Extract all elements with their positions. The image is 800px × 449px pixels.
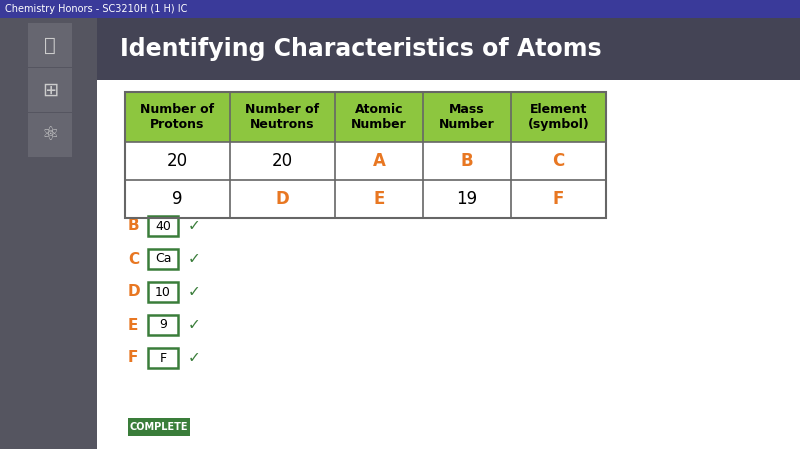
- Text: 20: 20: [167, 152, 188, 170]
- FancyBboxPatch shape: [125, 92, 606, 142]
- Text: Ca: Ca: [154, 252, 171, 265]
- Text: 9: 9: [172, 190, 182, 208]
- FancyBboxPatch shape: [97, 80, 800, 449]
- FancyBboxPatch shape: [148, 315, 178, 335]
- FancyBboxPatch shape: [125, 142, 606, 218]
- FancyBboxPatch shape: [28, 113, 72, 157]
- Text: F: F: [159, 352, 166, 365]
- Text: Chemistry Honors - SC3210H (1 H) IC: Chemistry Honors - SC3210H (1 H) IC: [5, 4, 187, 14]
- FancyBboxPatch shape: [0, 0, 97, 449]
- Text: B: B: [128, 219, 140, 233]
- Text: F: F: [553, 190, 564, 208]
- Text: Mass
Number: Mass Number: [439, 103, 495, 131]
- Text: ✓: ✓: [188, 285, 201, 299]
- Text: COMPLETE: COMPLETE: [130, 422, 188, 432]
- Text: 9: 9: [159, 318, 167, 331]
- Text: F: F: [128, 351, 138, 365]
- FancyBboxPatch shape: [128, 418, 190, 436]
- Text: E: E: [374, 190, 385, 208]
- Text: C: C: [128, 251, 139, 267]
- Text: Element
(symbol): Element (symbol): [528, 103, 590, 131]
- FancyBboxPatch shape: [97, 18, 800, 80]
- Text: A: A: [373, 152, 386, 170]
- Text: Number of
Protons: Number of Protons: [141, 103, 214, 131]
- FancyBboxPatch shape: [0, 0, 800, 18]
- Text: 10: 10: [155, 286, 171, 299]
- FancyBboxPatch shape: [148, 216, 178, 236]
- Text: D: D: [276, 190, 290, 208]
- Text: C: C: [552, 152, 565, 170]
- Text: Atomic
Number: Atomic Number: [351, 103, 407, 131]
- Text: ✓: ✓: [188, 251, 201, 267]
- Text: 🎧: 🎧: [44, 35, 56, 54]
- Text: ✓: ✓: [188, 351, 201, 365]
- Text: D: D: [128, 285, 141, 299]
- FancyBboxPatch shape: [148, 249, 178, 269]
- Text: E: E: [128, 317, 138, 333]
- Text: ✓: ✓: [188, 317, 201, 333]
- FancyBboxPatch shape: [148, 282, 178, 302]
- Text: B: B: [461, 152, 474, 170]
- FancyBboxPatch shape: [28, 68, 72, 112]
- Text: Identifying Characteristics of Atoms: Identifying Characteristics of Atoms: [120, 37, 602, 61]
- Text: 20: 20: [272, 152, 293, 170]
- Text: ✓: ✓: [188, 219, 201, 233]
- Text: 19: 19: [457, 190, 478, 208]
- FancyBboxPatch shape: [28, 23, 72, 67]
- Text: 40: 40: [155, 220, 171, 233]
- FancyBboxPatch shape: [148, 348, 178, 368]
- Text: ⊞: ⊞: [42, 80, 58, 100]
- Text: Number of
Neutrons: Number of Neutrons: [246, 103, 319, 131]
- Text: ⚛: ⚛: [42, 126, 58, 145]
